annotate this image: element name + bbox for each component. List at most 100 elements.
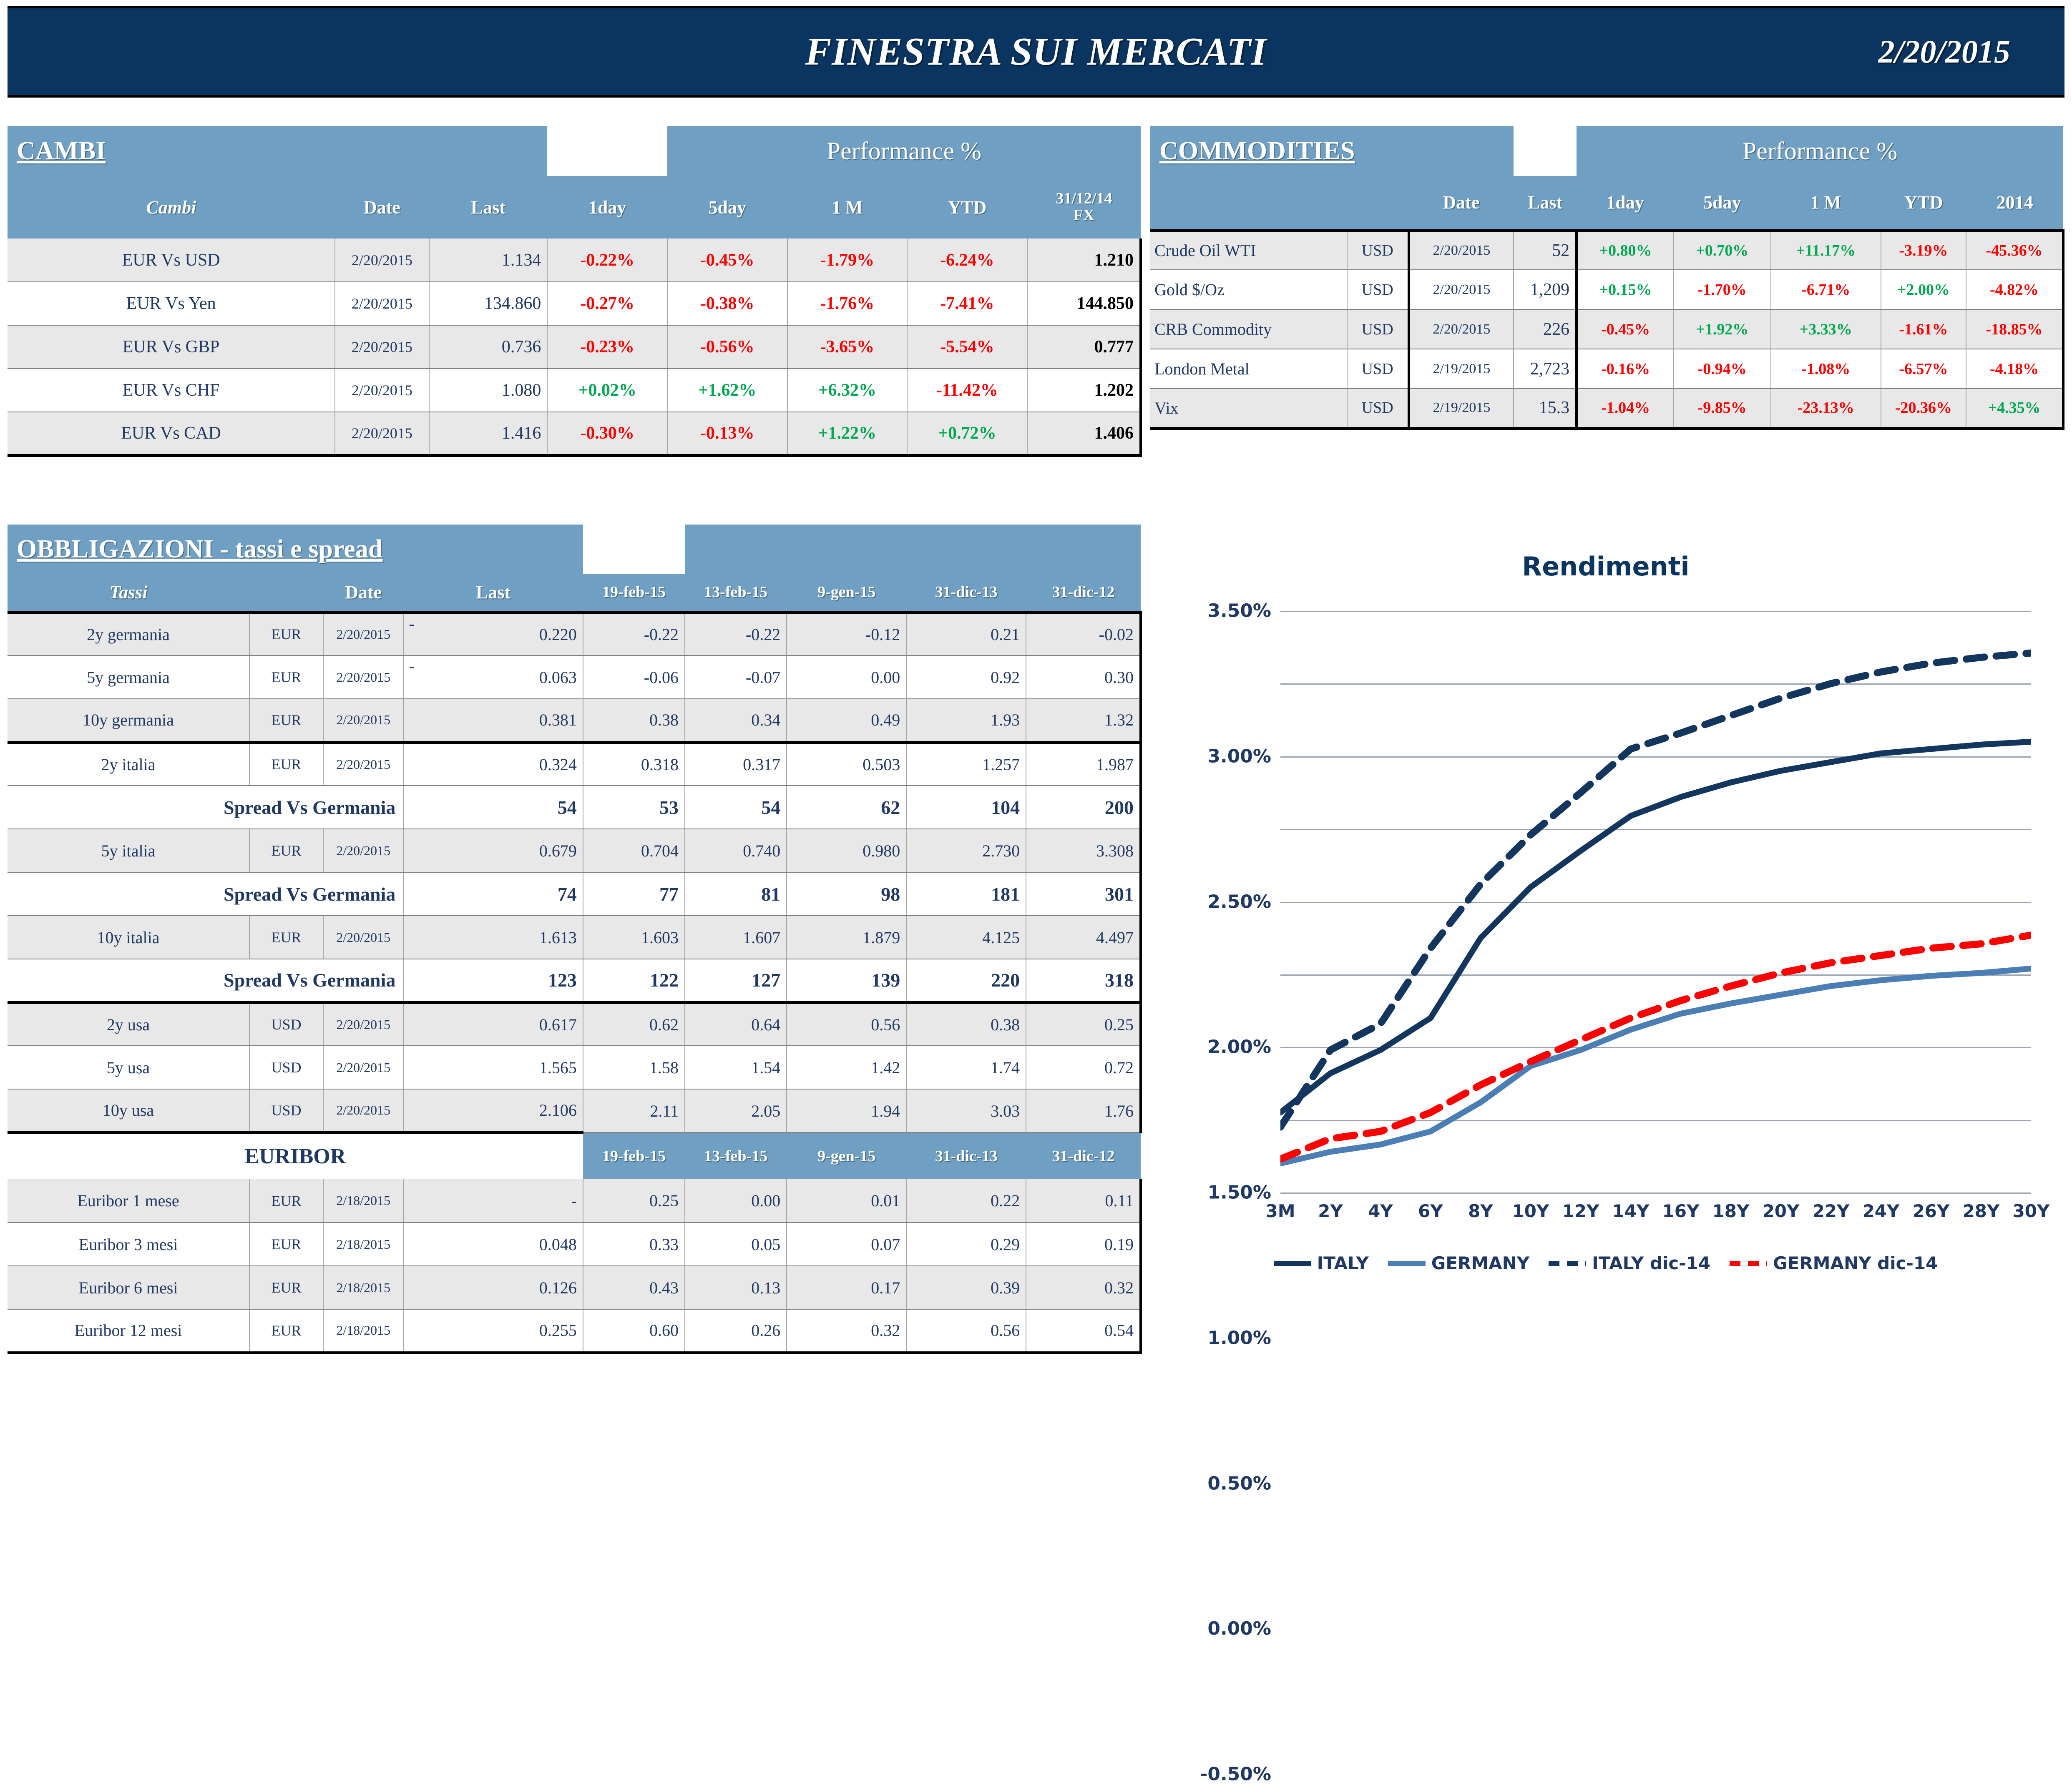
obbl-spread-label: Spread Vs Germania — [8, 872, 404, 916]
table-row: EUR Vs GBP 2/20/2015 0.736 -0.23% -0.56%… — [8, 325, 1142, 369]
obbl-row-last: 0.617 — [403, 1002, 583, 1046]
commodities-row-last: 2,723 — [1514, 349, 1578, 389]
obbl-row-c3: 0.49 — [787, 699, 907, 744]
chart-series-italy — [1280, 738, 2031, 1116]
cambi-row-name: EUR Vs CAD — [8, 412, 336, 457]
cambi-row-date: 2/20/2015 — [335, 282, 430, 326]
legend-item-germany-dic-14[interactable]: GERMANY dic-14 — [1730, 1253, 1938, 1273]
table-row: EUR Vs CAD 2/20/2015 1.416 -0.30% -0.13%… — [8, 412, 1142, 457]
table-row: Euribor 1 mese EUR 2/18/2015 - 0.25 0.00… — [8, 1179, 1142, 1223]
obbl-row-date: 2/20/2015 — [323, 1046, 404, 1090]
obbl-row-c2: 0.34 — [685, 699, 787, 744]
obbl-row-c3: 1.42 — [787, 1046, 907, 1090]
table-row: Euribor 12 mesi EUR 2/18/2015 0.255 0.60… — [8, 1309, 1142, 1354]
chart-gridline: 3.00% — [1207, 683, 2031, 767]
chart-series-germany — [1280, 965, 2031, 1167]
obbl-row-c5: 1.76 — [1026, 1089, 1142, 1133]
chart-x-tick-label: 30Y — [2012, 1201, 2050, 1221]
cambi-row-fx: 144.850 — [1027, 282, 1142, 326]
table-row: Gold $/Oz USD 2/20/2015 1,209 +0.15% -1.… — [1150, 270, 2064, 310]
obbl-row-c5: 4.497 — [1026, 916, 1142, 959]
table-row: 2y italia EUR 2/20/2015 0.324 0.318 0.31… — [8, 742, 1142, 786]
commodities-row-1m: +3.33% — [1770, 309, 1881, 349]
table-row-spread: Spread Vs Germania 123 122 127 139 220 3… — [8, 959, 1142, 1004]
obbl-row-c3: -0.12 — [787, 610, 907, 656]
obbl-row-last: 1.613 — [403, 916, 583, 959]
euribor-row-c1: 0.60 — [583, 1309, 686, 1354]
euribor-row-c5: 0.11 — [1026, 1179, 1142, 1223]
legend-item-italy[interactable]: ITALY — [1273, 1253, 1369, 1273]
legend-item-germany[interactable]: GERMANY — [1388, 1253, 1529, 1273]
euribor-row-date: 2/18/2015 — [323, 1179, 404, 1223]
legend-swatch-icon — [1388, 1260, 1426, 1266]
cambi-row-ytd: -7.41% — [907, 282, 1028, 326]
cambi-row-last: 1.416 — [429, 412, 548, 457]
obbl-row-c5: 1.32 — [1026, 699, 1142, 744]
obbl-row-c5: 1.987 — [1026, 742, 1142, 786]
legend-swatch-icon — [1273, 1260, 1311, 1266]
chart-x-tick-label: 14Y — [1612, 1201, 1650, 1221]
legend-swatch-icon — [1730, 1260, 1768, 1266]
obbl-col-c4: 31-dic-13 — [906, 574, 1026, 612]
obbl-row-c5: 3.308 — [1026, 829, 1142, 873]
commodities-row-5day: -9.85% — [1673, 389, 1771, 430]
cambi-col-last: Last — [429, 176, 548, 239]
commodities-col-last: Last — [1514, 176, 1577, 230]
obbl-row-last: -0.220 — [403, 610, 583, 656]
cambi-section-title: CAMBI — [8, 126, 548, 176]
table-row: CRB Commodity USD 2/20/2015 226 -0.45% +… — [1150, 309, 2064, 349]
obbl-row-ccy: EUR — [249, 699, 324, 744]
euribor-row-c4: 0.56 — [906, 1309, 1027, 1354]
euribor-row-c1: 0.43 — [583, 1266, 686, 1310]
obbl-row-last: 0.679 — [403, 829, 583, 873]
obbl-row-c3: 1.94 — [787, 1089, 907, 1133]
obbl-row-ccy: EUR — [249, 610, 324, 656]
chart-y-tick-label: 2.50% — [1207, 891, 1271, 912]
cambi-row-fx: 1.202 — [1027, 369, 1142, 412]
cambi-row-1day: +0.02% — [547, 369, 668, 412]
obbl-row-c4: 1.93 — [906, 699, 1027, 744]
euribor-col-c3: 9-gen-15 — [787, 1132, 907, 1179]
cambi-row-name: EUR Vs CHF — [8, 369, 336, 412]
obbl-row-name: 5y italia — [8, 829, 250, 873]
euribor-row-c5: 0.32 — [1026, 1266, 1142, 1310]
cambi-row-ytd: -11.42% — [907, 369, 1028, 412]
commodities-performance-label: Performance % — [1577, 126, 2063, 176]
legend-item-italy-dic-14[interactable]: ITALY dic-14 — [1549, 1253, 1710, 1273]
euribor-row-name: Euribor 1 mese — [8, 1179, 250, 1223]
legend-swatch-icon — [1549, 1260, 1587, 1266]
chart-series-layer — [1280, 649, 2031, 1167]
obbl-spread-c3: 98 — [787, 872, 907, 916]
commodities-row-ccy: USD — [1347, 228, 1410, 270]
chart-x-tick-label: 24Y — [1862, 1201, 1900, 1221]
commodities-row-name: Vix — [1150, 389, 1348, 430]
obbl-row-c1: 0.318 — [583, 742, 686, 786]
cambi-row-ytd: -5.54% — [907, 325, 1028, 369]
commodities-row-name: London Metal — [1150, 349, 1348, 389]
commodities-row-5day: +1.92% — [1673, 309, 1771, 349]
cambi-row-date: 2/20/2015 — [335, 412, 430, 457]
chart-x-tick-label: 22Y — [1812, 1201, 1850, 1221]
chart-x-axis: 3M 2Y 4Y 6Y 8Y 10Y 12Y 14Y 16Y 18Y 20Y 22Y 24Y 26Y 28Y… — [1265, 1201, 2049, 1234]
obbl-row-c2: 0.64 — [685, 1002, 787, 1046]
obbl-spread-last: 74 — [403, 872, 583, 916]
chart-x-tick-label: 20Y — [1762, 1201, 1800, 1221]
chart-plot-area: 3.50% 3.00% 2.50% 2.00% 1.50% 1.00% 0.50% 0.00%… — [1200, 600, 2031, 1785]
cambi-row-fx: 0.777 — [1027, 325, 1142, 369]
obbl-row-date: 2/20/2015 — [323, 655, 404, 699]
commodities-col-5day: 5day — [1673, 176, 1771, 230]
obbl-row-date: 2/20/2015 — [323, 742, 404, 786]
euribor-row-c4: 0.29 — [906, 1223, 1027, 1266]
table-row-spread: Spread Vs Germania 54 53 54 62 104 200 — [8, 786, 1142, 829]
obbl-spread-c4: 181 — [906, 872, 1027, 916]
obbl-row-date: 2/20/2015 — [323, 1089, 404, 1134]
rendimenti-chart: Rendimenti 3.50% 3.00% 2.50% 2.00% 1.50% 1.00… — [1143, 534, 2069, 1785]
euribor-row-last: 0.255 — [403, 1309, 583, 1354]
cambi-row-name: EUR Vs GBP — [8, 325, 336, 369]
euribor-row-date: 2/18/2015 — [323, 1266, 404, 1310]
cambi-col-name: Cambi — [8, 176, 335, 239]
euribor-row-c2: 0.00 — [685, 1179, 787, 1223]
commodities-row-2014: -45.36% — [1966, 228, 2064, 270]
cambi-row-fx: 1.210 — [1027, 239, 1142, 282]
chart-y-tick-label: 3.00% — [1207, 746, 1271, 767]
